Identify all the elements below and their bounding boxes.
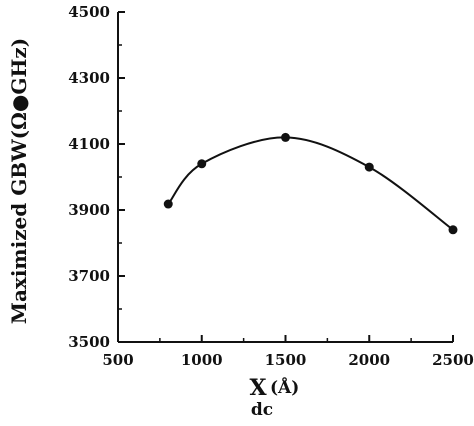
chart-axes xyxy=(117,12,453,343)
x-tick-label: 2000 xyxy=(348,351,390,369)
data-point xyxy=(163,199,173,209)
x-axis-label: X xyxy=(249,375,267,401)
y-tick-label: 3900 xyxy=(68,201,110,219)
data-point xyxy=(364,162,374,172)
data-point xyxy=(281,132,290,142)
series-line xyxy=(167,136,454,231)
x-axis-label-unit: (Å) xyxy=(270,376,299,398)
data-point xyxy=(448,225,458,235)
x-axis-label-subscript: dc xyxy=(251,400,273,420)
y-tick-label: 4100 xyxy=(68,135,110,153)
y-axis-ticks: 3500 3700 3900 4100 4300 4500 xyxy=(68,3,125,351)
y-tick-label: 3700 xyxy=(68,267,110,285)
y-tick-label: 4300 xyxy=(68,69,110,87)
axis-labels: Maximized GBW(Ω●GHz) X dc (Å) xyxy=(7,38,299,420)
data-point xyxy=(197,159,207,169)
y-tick-label: 4500 xyxy=(68,3,110,21)
x-axis-ticks: 500 1000 1500 2000 2500 xyxy=(102,335,474,369)
y-tick-label: 3500 xyxy=(68,333,110,351)
data-series xyxy=(163,132,458,235)
x-tick-label: 1000 xyxy=(181,351,223,369)
x-tick-label: 1500 xyxy=(265,351,307,369)
x-tick-label: 500 xyxy=(102,351,133,369)
x-tick-label: 2500 xyxy=(432,351,474,369)
y-axis-label: Maximized GBW(Ω●GHz) xyxy=(7,38,31,324)
